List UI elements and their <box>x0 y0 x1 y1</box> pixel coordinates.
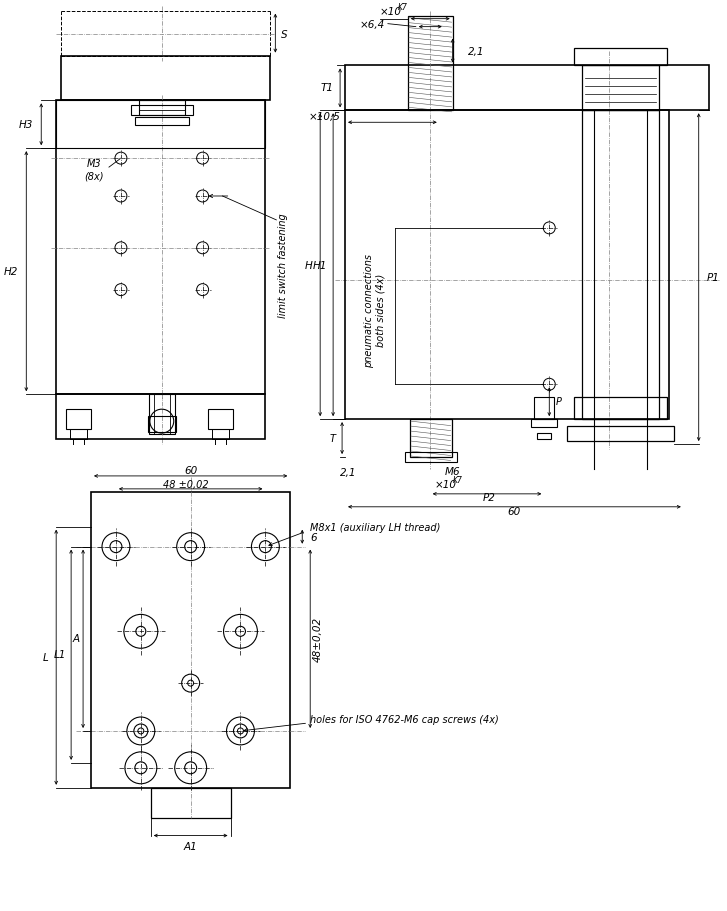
Bar <box>56 394 265 440</box>
Text: ×10,5: ×10,5 <box>308 112 340 122</box>
Bar <box>410 420 451 457</box>
Text: ×10: ×10 <box>435 479 457 489</box>
Text: pneumatic connections
both sides (4x): pneumatic connections both sides (4x) <box>364 253 386 367</box>
Text: 60: 60 <box>184 466 197 476</box>
Text: holes for ISO 4762-M6 cap screws (4x): holes for ISO 4762-M6 cap screws (4x) <box>310 714 499 724</box>
Text: S: S <box>281 29 288 39</box>
Text: H2: H2 <box>4 266 18 276</box>
Bar <box>91 492 290 788</box>
Bar <box>531 420 558 427</box>
Text: P1: P1 <box>707 272 720 282</box>
Text: 60: 60 <box>507 507 521 517</box>
Bar <box>567 426 674 442</box>
Bar <box>537 434 551 440</box>
Text: T1: T1 <box>320 83 333 93</box>
Text: T: T <box>329 434 335 444</box>
Text: ×10: ×10 <box>380 6 402 16</box>
Bar <box>61 56 270 101</box>
Bar <box>149 394 174 435</box>
Text: P: P <box>555 397 561 406</box>
Bar <box>66 410 91 430</box>
Bar <box>135 118 189 126</box>
Bar <box>150 788 230 818</box>
Bar <box>582 111 659 420</box>
Bar <box>534 398 554 420</box>
Bar <box>208 410 233 430</box>
Bar <box>408 16 453 111</box>
Text: A: A <box>73 634 80 643</box>
Text: M3: M3 <box>87 159 101 169</box>
Bar <box>405 453 457 463</box>
Text: K7: K7 <box>398 4 408 12</box>
Bar <box>582 67 659 111</box>
Text: 6: 6 <box>310 532 317 542</box>
Bar <box>574 398 667 420</box>
Text: A1: A1 <box>184 841 198 851</box>
Text: P2: P2 <box>483 492 496 502</box>
Bar <box>139 101 185 117</box>
Bar <box>56 101 265 149</box>
Bar <box>574 48 667 67</box>
Text: 2,1: 2,1 <box>340 467 356 477</box>
Text: limit switch fastening: limit switch fastening <box>278 213 289 318</box>
Text: 48±0,02: 48±0,02 <box>313 616 324 661</box>
Text: L: L <box>42 652 48 662</box>
Text: M8x1 (auxiliary LH thread): M8x1 (auxiliary LH thread) <box>310 522 441 532</box>
Text: H: H <box>305 261 312 271</box>
Bar <box>70 430 87 440</box>
Text: 48 ±0,02: 48 ±0,02 <box>163 479 209 489</box>
Bar <box>148 416 176 433</box>
Text: K7: K7 <box>453 476 462 485</box>
Text: 2,1: 2,1 <box>467 46 484 56</box>
Bar <box>56 101 265 394</box>
Text: M6: M6 <box>445 466 460 476</box>
Bar <box>131 107 193 117</box>
Text: L1: L1 <box>54 650 66 660</box>
Bar <box>345 111 669 420</box>
Text: H3: H3 <box>19 120 33 130</box>
Bar <box>345 67 709 111</box>
Text: (8x): (8x) <box>84 171 104 181</box>
Text: H1: H1 <box>313 261 327 271</box>
Text: ×6,4: ×6,4 <box>360 20 385 30</box>
Bar <box>212 430 228 440</box>
